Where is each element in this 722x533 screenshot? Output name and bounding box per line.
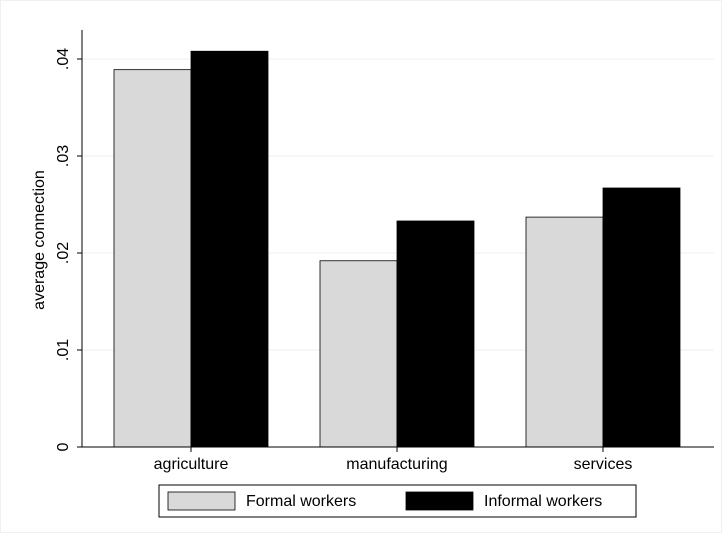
bar [396, 220, 475, 448]
y-tick-label: .04 [55, 48, 72, 70]
y-axis-title: average connection [31, 170, 48, 310]
x-tick-label: agriculture [154, 456, 229, 473]
legend-label: Informal workers [484, 493, 602, 510]
legend-swatch [167, 491, 236, 511]
bar [190, 50, 269, 448]
bar [113, 69, 192, 448]
bar [525, 216, 604, 448]
y-tick-label: .02 [55, 242, 72, 264]
legend-label: Formal workers [246, 493, 356, 510]
x-tick-label: manufacturing [346, 456, 447, 473]
y-tick-label: .01 [55, 339, 72, 361]
x-tick-label: services [574, 456, 633, 473]
bar [319, 260, 398, 448]
y-tick-label: .03 [55, 145, 72, 167]
legend-swatch [405, 491, 474, 511]
bar [602, 187, 681, 448]
y-tick-label: 0 [55, 442, 72, 451]
legend-box [158, 484, 637, 518]
